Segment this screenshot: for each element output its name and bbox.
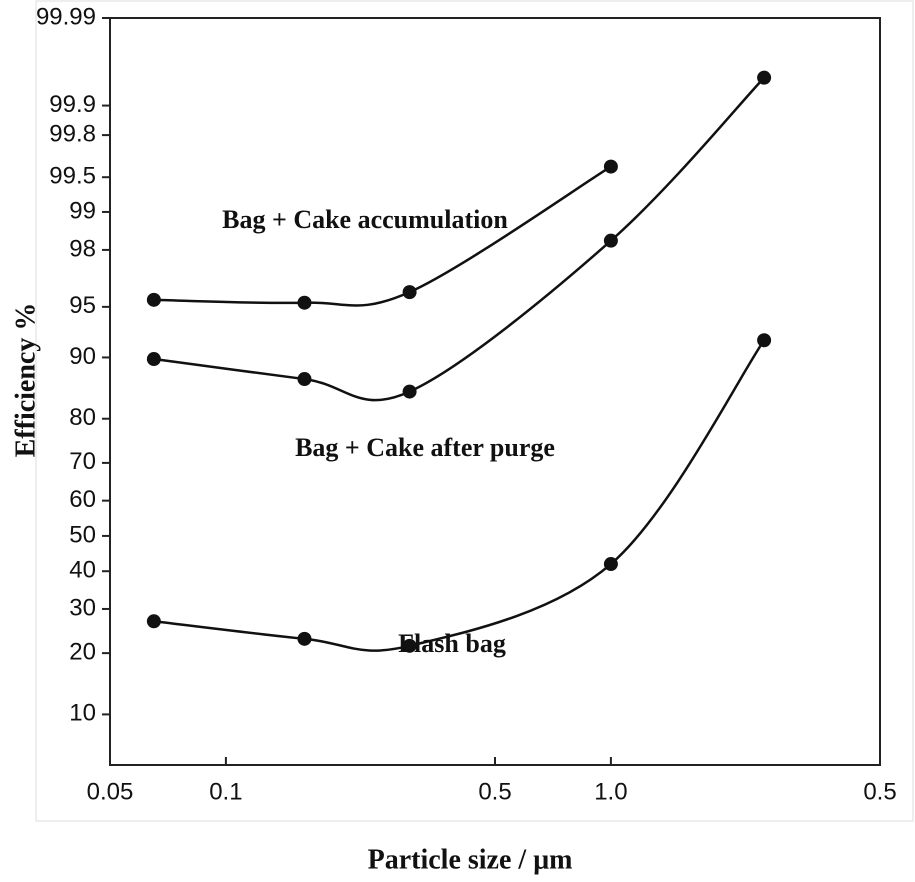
x-tick-label: 0.5 — [478, 778, 511, 805]
y-tick-label: 99.5 — [49, 163, 96, 190]
data-point — [146, 292, 161, 307]
data-point — [402, 285, 417, 300]
data-point — [146, 352, 161, 367]
x-tick-label: 0.5 — [863, 778, 896, 805]
data-point — [402, 638, 417, 653]
y-tick-label: 30 — [69, 594, 96, 621]
data-point — [757, 333, 772, 348]
data-point — [603, 233, 618, 248]
data-point — [603, 557, 618, 572]
data-point — [297, 295, 312, 310]
y-tick-label: 20 — [69, 638, 96, 665]
x-tick-label: 1.0 — [594, 778, 627, 805]
y-tick-label: 40 — [69, 557, 96, 584]
y-tick-label: 99.99 — [36, 3, 96, 30]
y-tick-label: 50 — [69, 521, 96, 548]
y-tick-label: 70 — [69, 448, 96, 475]
x-tick-label: 0.05 — [87, 778, 134, 805]
y-tick-label: 95 — [69, 292, 96, 319]
x-tick-label: 0.1 — [209, 778, 242, 805]
annotation: Bag + Cake after purge — [295, 433, 555, 462]
data-point — [757, 70, 772, 85]
series-line — [153, 339, 766, 652]
y-tick-label: 98 — [69, 235, 96, 262]
series-line — [153, 76, 766, 402]
data-point — [402, 384, 417, 399]
y-tick-label: 99 — [69, 197, 96, 224]
y-tick-label: 60 — [69, 486, 96, 513]
y-tick-label: 90 — [69, 343, 96, 370]
data-point — [146, 614, 161, 629]
frame — [35, 0, 914, 822]
y-tick-label: 80 — [69, 404, 96, 431]
y-tick-label: 99.9 — [49, 91, 96, 118]
annotation: Bag + Cake accumulation — [222, 205, 508, 234]
data-point — [297, 372, 312, 387]
series-line — [153, 165, 612, 307]
data-point — [603, 159, 618, 174]
x-axis-label: Particle size / μm — [368, 844, 573, 875]
y-tick-label: 10 — [69, 700, 96, 727]
y-axis-label: Efficiency % — [10, 303, 41, 458]
data-point — [297, 631, 312, 646]
y-tick-label: 99.8 — [49, 120, 96, 147]
